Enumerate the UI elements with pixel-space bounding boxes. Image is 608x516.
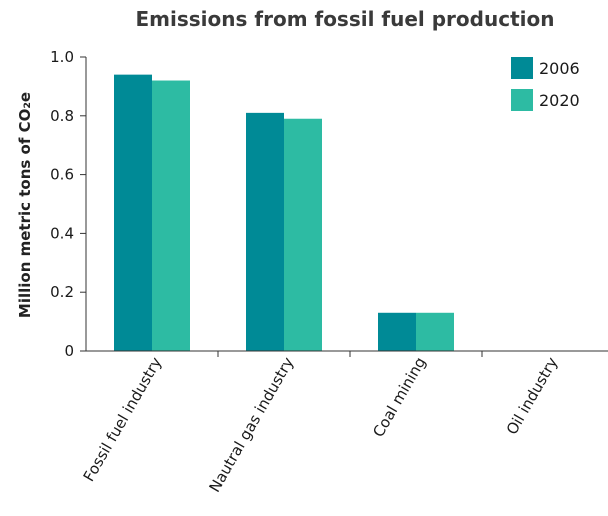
- y-tick-label: 0: [64, 342, 74, 360]
- bar-2006-0: [114, 74, 152, 351]
- x-category-label: Fossil fuel industry: [80, 354, 166, 485]
- legend-label: 2006: [539, 59, 580, 78]
- x-category-label: Nautral gas industry: [205, 354, 297, 495]
- legend-swatch-2006: [511, 57, 533, 79]
- bar-2020-0: [152, 80, 190, 352]
- bar-2006-1: [246, 112, 284, 351]
- y-axis-label: Million metric tons of CO₂e: [16, 92, 34, 318]
- y-axis: 0 0.2 0.4 0.6 0.8 1.0: [50, 48, 87, 360]
- bars: [114, 74, 454, 352]
- y-tick-label: 0.2: [50, 283, 74, 301]
- legend-label: 2020: [539, 91, 580, 110]
- y-tick-label: 0.4: [50, 224, 74, 242]
- y-tick-label: 0.6: [50, 166, 74, 184]
- chart-title: Emissions from fossil fuel production: [136, 7, 555, 31]
- bar-2020-2: [416, 312, 454, 351]
- bar-2020-1: [284, 118, 322, 352]
- bar-2006-2: [378, 312, 416, 351]
- x-axis: Fossil fuel industry Nautral gas industry…: [80, 350, 608, 495]
- x-category-label: Coal mining: [369, 354, 429, 440]
- x-category-label: Oil industry: [503, 354, 562, 438]
- legend-swatch-2020: [511, 89, 533, 111]
- legend: 2006 2020: [511, 57, 580, 111]
- y-tick-label: 0.8: [50, 107, 74, 125]
- y-tick-label: 1.0: [50, 48, 74, 66]
